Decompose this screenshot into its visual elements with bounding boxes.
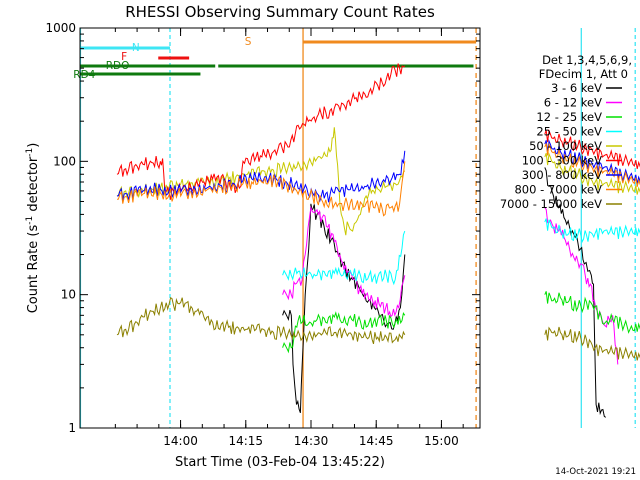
y-axis: 1 10 100 1000: [45, 21, 480, 435]
series-line-7-post: [544, 139, 640, 184]
x-axis: 14:00 14:15 14:30 14:45 15:00: [114, 28, 464, 448]
x-tick-label-0: 14:00: [163, 434, 198, 448]
series-4: [282, 218, 640, 286]
annotation-label-f: F: [121, 51, 127, 63]
y-axis-label-sup2: -1: [25, 148, 35, 157]
series-line-9-post: [544, 326, 640, 361]
legend-label-7: 300 - 800 keV: [522, 168, 602, 182]
series-3: [282, 291, 640, 354]
series-line-2-post: [544, 207, 619, 365]
series-line-3-pre: [282, 311, 406, 354]
series-line-3-post: [544, 291, 640, 334]
series-line-4-pre: [282, 230, 406, 286]
y-axis-label-prefix: Count Rate (s: [26, 225, 41, 314]
series-layer: [116, 63, 640, 418]
series-line-1-post: [544, 167, 607, 418]
legend-label-9: 7000 - 15000 keV: [500, 197, 602, 211]
y-axis-label-sup1: -1: [25, 216, 35, 225]
y-axis-label: Count Rate (s-1 detector-1): [25, 143, 41, 314]
annotation-label-rdo: RDO: [106, 60, 130, 72]
legend-label-5: 50 - 100 keV: [529, 139, 602, 153]
series-line-5-post: [544, 152, 640, 195]
y-tick-label-2: 100: [53, 154, 76, 168]
series-line-4-post: [544, 218, 640, 244]
plot-frame: [79, 27, 481, 429]
legend-header-line-2: FDecim 1, Att 0: [539, 67, 628, 81]
series-2: [282, 205, 619, 365]
x-tick-label-1: 14:15: [228, 434, 263, 448]
x-tick-label-4: 15:00: [424, 434, 459, 448]
series-7: [116, 139, 640, 203]
series-5: [116, 127, 640, 236]
legend-label-6: 100 - 300 keV: [522, 154, 602, 168]
legend: Det 1,3,4,5,6,9, FDecim 1, Att 0 3 - 6 k…: [500, 53, 632, 211]
series-9: [116, 297, 640, 361]
chart-title: RHESSI Observing Summary Count Rates: [125, 3, 435, 21]
series-line-9-pre: [116, 297, 406, 345]
x-tick-label-3: 14:45: [359, 434, 394, 448]
legend-label-4: 25 - 50 keV: [536, 125, 602, 139]
series-line-6-post: [544, 128, 640, 170]
y-tick-label-1: 10: [61, 288, 76, 302]
legend-label-2: 6 - 12 keV: [544, 96, 602, 110]
series-line-2-pre: [282, 205, 406, 318]
annotation-label-rd4: RD4: [73, 69, 95, 81]
y-axis-label-suffix: ): [26, 143, 41, 148]
annotation-label-s: S: [245, 36, 252, 48]
series-line-8-pre: [116, 161, 406, 217]
y-tick-label-3: 1000: [45, 21, 76, 35]
legend-label-1: 3 - 6 keV: [551, 81, 602, 95]
datestamp: 14-Oct-2021 19:21: [555, 467, 636, 477]
y-axis-label-mid: detector: [26, 156, 41, 216]
y-tick-label-0: 1: [68, 421, 76, 435]
legend-label-8: 800 - 7000 keV: [514, 183, 602, 197]
series-line-7-pre: [116, 150, 406, 203]
x-tick-label-2: 14:30: [294, 434, 329, 448]
legend-label-3: 12 - 25 keV: [536, 110, 602, 124]
annotation-layer: NF S RDO RD4: [73, 28, 636, 428]
series-line-5-pre: [116, 127, 406, 236]
series-6: [116, 63, 640, 200]
annotation-label-n: N: [132, 42, 140, 54]
legend-header-line-1: Det 1,3,4,5,6,9,: [542, 53, 632, 67]
x-axis-label: Start Time (03-Feb-04 13:45:22): [175, 455, 385, 470]
series-line-6-pre: [116, 63, 406, 200]
